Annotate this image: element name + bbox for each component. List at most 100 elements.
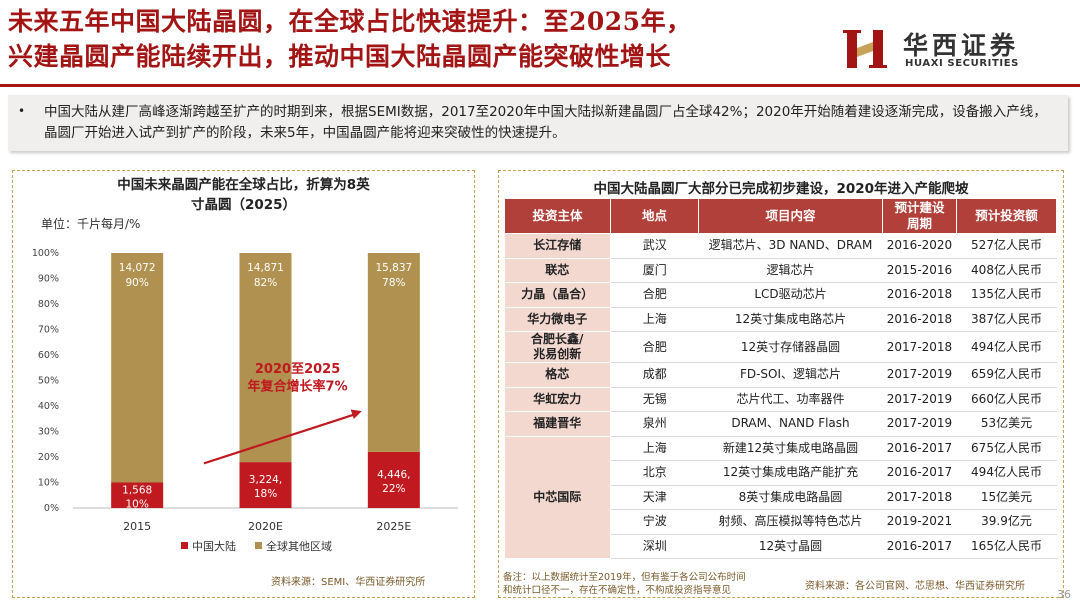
amount-cell: 39.9亿元	[956, 509, 1057, 535]
amount-cell: 53亿美元	[956, 411, 1057, 437]
location-cell: 合肥	[610, 282, 699, 308]
period-cell: 2017-2018	[882, 485, 957, 510]
amount-cell: 408亿人民币	[956, 258, 1057, 283]
table-row: 北京 12英寸集成电路产能扩充 2016-2017 494亿人民币	[505, 460, 1057, 486]
other-percent-label: 90%	[125, 277, 148, 289]
bar-china-segment	[111, 482, 164, 508]
location-cell: 深圳	[610, 534, 699, 559]
header-investor: 投资主体	[504, 198, 611, 234]
period-cell: 2017-2018	[882, 331, 957, 363]
y-tick-label: 70%	[38, 325, 59, 336]
y-tick-label: 50%	[38, 376, 59, 387]
location-cell: 天津	[610, 485, 699, 510]
table-row: 天津 8英寸集成电路晶圆 2017-2018 15亿美元	[505, 485, 1057, 510]
other-percent-label: 78%	[382, 277, 405, 289]
location-cell: 合肥	[610, 331, 699, 363]
period-cell: 2016-2018	[882, 307, 957, 332]
content-cell: 12英寸存储器晶圆	[698, 331, 883, 363]
title-line-1: 未来五年中国大陆晶圆，在全球占比快速提升：至2025年，	[8, 7, 692, 36]
content-cell: FD-SOI、逻辑芯片	[698, 362, 883, 388]
x-tick-label: 2025E	[376, 520, 411, 533]
table-panel: 中国大陆晶圆厂大部分已完成初步建设，2020年进入产能爬坡 投资主体 地点 项目…	[498, 170, 1064, 598]
period-cell: 2016-2020	[882, 233, 957, 259]
period-cell: 2016-2017	[882, 460, 957, 486]
table-row: 合肥长鑫/ 兆易创新 合肥 12英寸存储器晶圆 2017-2018 494亿人民币	[504, 331, 1057, 363]
amount-cell: 135亿人民币	[956, 282, 1057, 308]
header-amount: 预计投资额	[956, 198, 1057, 234]
y-tick-label: 0%	[44, 503, 59, 514]
legend-label-other: 全球其他区域	[266, 539, 332, 553]
location-cell: 宁波	[610, 509, 699, 535]
other-value-label: 14,072	[119, 262, 156, 274]
content-cell: 新建12英寸集成电路晶圆	[698, 436, 883, 461]
chart-title-text: 中国未来晶圆产能在全球占比，折算为8英寸晶圆（2025）	[117, 177, 370, 213]
summary-bullet: •	[18, 104, 26, 118]
period-cell: 2016-2017	[882, 534, 957, 559]
period-cell: 2015-2016	[882, 258, 957, 283]
period-cell: 2017-2019	[882, 362, 957, 388]
amount-cell: 660亿人民币	[956, 387, 1057, 412]
chart-panel: 中国未来晶圆产能在全球占比，折算为8英寸晶圆（2025） 单位：千片每月/% 0…	[12, 170, 475, 598]
table-source: 资料来源：各公司官网、芯思想、华西证券研究所	[805, 581, 1025, 592]
investor-cell: 长江存储	[504, 233, 611, 259]
page-number: 36	[1057, 588, 1071, 601]
table-row: 深圳 12英寸晶圆 2016-2017 165亿人民币	[505, 534, 1057, 559]
y-tick-label: 90%	[38, 274, 59, 285]
other-percent-label: 82%	[254, 277, 277, 289]
table-row: 联芯 厦门 逻辑芯片 2015-2016 408亿人民币	[504, 258, 1057, 283]
summary-text: 中国大陆从建厂高峰逐渐跨越至扩产的时期到来，根据SEMI数据，2017至2020…	[44, 104, 1047, 141]
investor-cell: 华力微电子	[504, 307, 611, 332]
table-row: 格芯 成都 FD-SOI、逻辑芯片 2017-2019 659亿人民币	[504, 362, 1057, 388]
investor-cell: 格芯	[504, 362, 611, 388]
y-tick-label: 10%	[38, 478, 59, 489]
location-cell: 上海	[610, 436, 699, 461]
table-note-line-2: 和统计口径不一，存在不确定性，不构成投资指导意见	[503, 585, 732, 596]
investor-cell: 合肥长鑫/ 兆易创新	[504, 331, 611, 363]
logo-chinese-name: 华西证券	[903, 31, 1020, 60]
amount-cell: 659亿人民币	[956, 362, 1057, 388]
table-row: 力晶（晶合） 合肥 LCD驱动芯片 2016-2018 135亿人民币	[504, 282, 1057, 308]
table-row: 长江存储 武汉 逻辑芯片、3D NAND、DRAM 2016-2020 527亿人民币	[504, 233, 1057, 259]
investor-cell: 华虹宏力	[504, 387, 611, 412]
content-cell: 射频、高压模拟等特色芯片	[698, 509, 883, 535]
table-header-row: 投资主体 地点 项目内容 预计建设 周期 预计投资额	[504, 198, 1057, 234]
content-cell: 逻辑芯片	[698, 258, 883, 283]
cagr-arrow-head-icon	[350, 409, 362, 419]
location-cell: 泉州	[610, 411, 699, 437]
table-title: 中国大陆晶圆厂大部分已完成初步建设，2020年进入产能爬坡	[593, 181, 969, 197]
content-cell: 12英寸集成电路产能扩充	[698, 460, 883, 486]
y-tick-label: 30%	[38, 427, 59, 438]
legend-swatch-other	[255, 542, 262, 549]
y-tick-label: 60%	[38, 350, 59, 361]
content-cell: LCD驱动芯片	[698, 282, 883, 308]
amount-cell: 494亿人民币	[956, 460, 1057, 486]
table-row: 中芯国际 上海 新建12英寸集成电路晶圆 2016-2017 675亿人民币	[504, 436, 1057, 559]
title-line-2: 兴建晶圆产能陆续开出，推动中国大陆晶圆产能突破性增长	[8, 42, 672, 71]
chart-title: 中国未来晶圆产能在全球占比，折算为8英寸晶圆（2025）	[13, 175, 474, 215]
amount-cell: 15亿美元	[956, 485, 1057, 510]
china-percent-label: 18%	[254, 488, 277, 500]
y-tick-label: 20%	[38, 452, 59, 463]
china-value-label: 4,446,	[377, 469, 410, 481]
period-cell: 2016-2018	[882, 282, 957, 308]
bar-china-segment	[367, 451, 420, 508]
legend-swatch-china	[181, 542, 188, 549]
bar-other-segment	[367, 253, 420, 452]
amount-cell: 675亿人民币	[956, 436, 1057, 461]
china-percent-label: 10%	[125, 498, 148, 510]
table-note-line-1: 备注：以上数据统计至2019年，但有鉴于各公司公布时间	[503, 572, 746, 583]
content-cell: DRAM、NAND Flash	[698, 411, 883, 437]
content-cell: 8英寸集成电路晶圆	[698, 485, 883, 510]
other-value-label: 14,871	[247, 262, 284, 274]
cagr-annotation-line-2: 年复合增长率7%	[248, 379, 348, 395]
huaxi-logo: 华西证券 HUAXI SECURITIES	[843, 24, 1073, 74]
amount-cell: 387亿人民币	[956, 307, 1057, 332]
content-cell: 芯片代工、功率器件	[698, 387, 883, 412]
table-row: 华力微电子 上海 12英寸集成电路芯片 2016-2018 387亿人民币	[504, 307, 1057, 332]
location-cell: 成都	[610, 362, 699, 388]
investor-cell: 联芯	[504, 258, 611, 283]
huaxi-logo-mark-icon	[843, 30, 887, 68]
chart-unit-label: 单位：千片每月/%	[41, 217, 141, 231]
other-value-label: 15,837	[375, 262, 412, 274]
investor-cell: 力晶（晶合）	[504, 282, 611, 308]
